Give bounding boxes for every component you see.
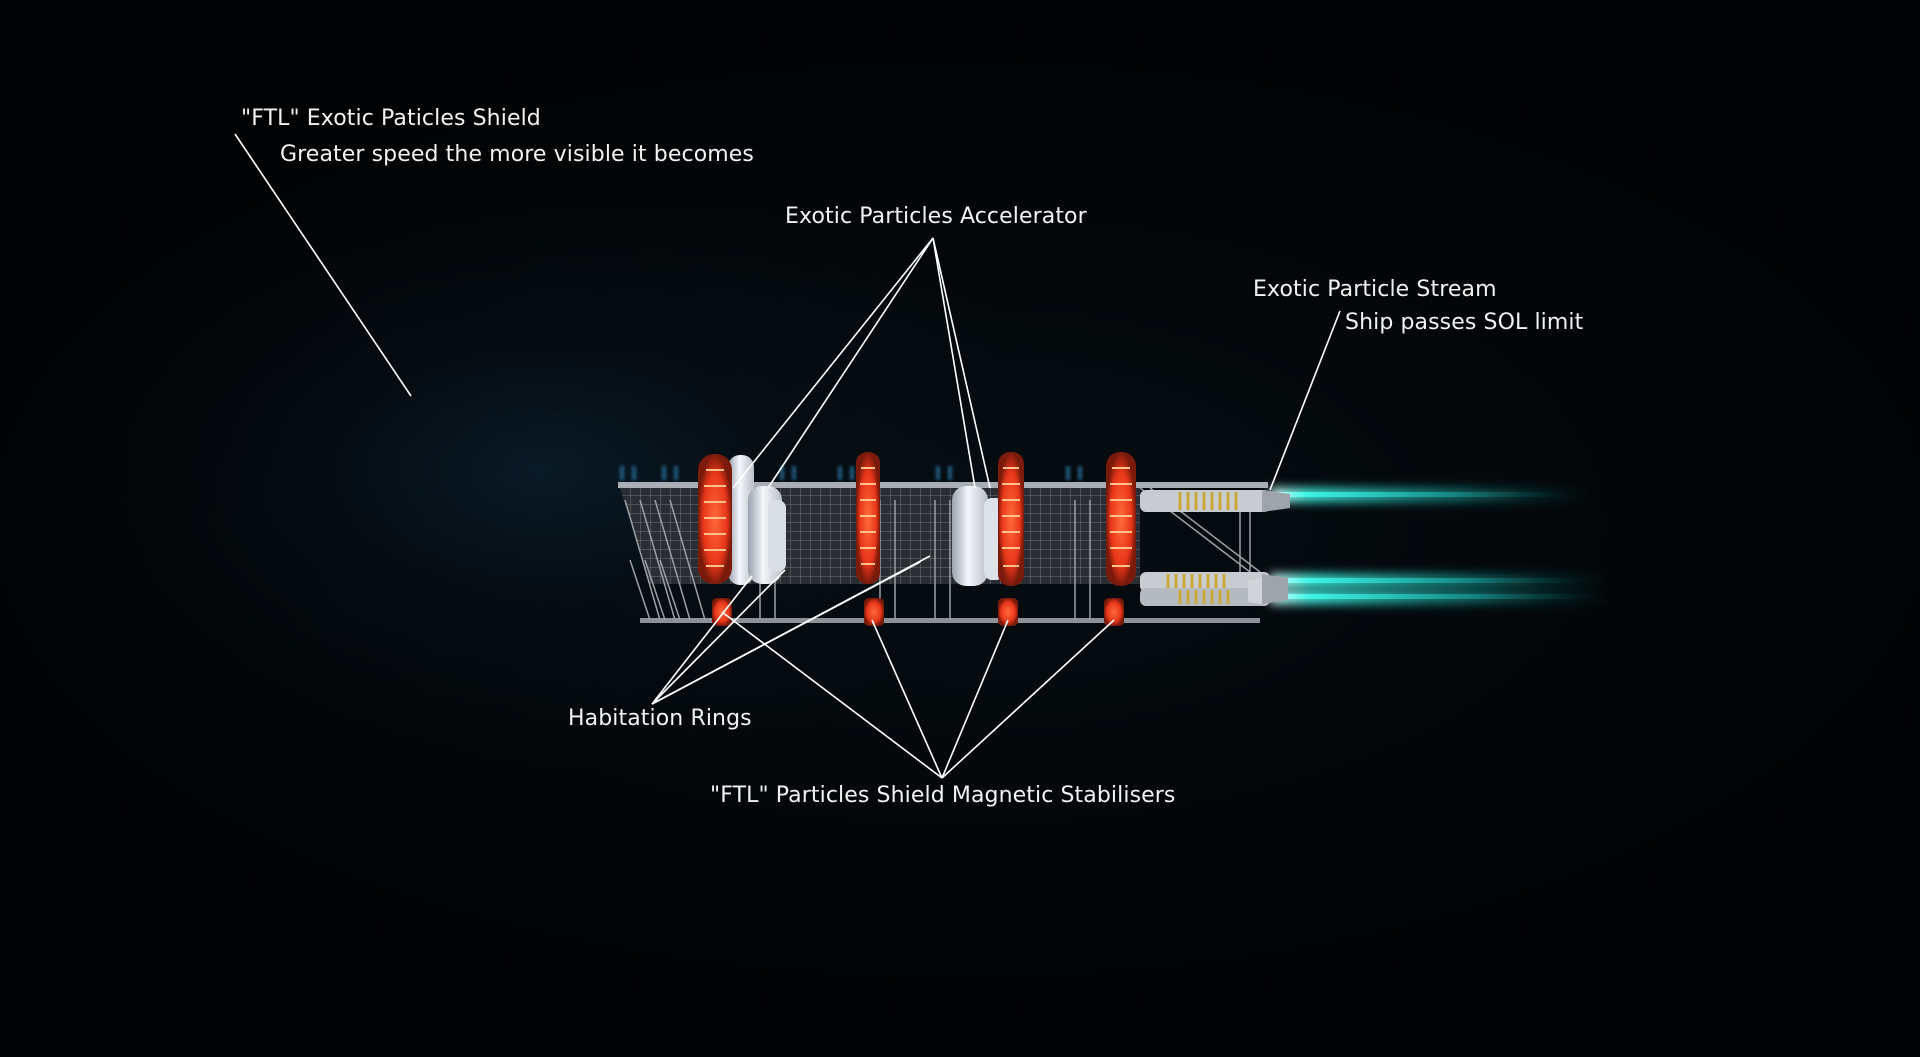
- stabiliser-4: [1104, 598, 1124, 626]
- stream-title-label: Exotic Particle Stream: [1253, 277, 1497, 302]
- accelerator-rings: [698, 452, 1136, 586]
- magnetic-stabilisers: [712, 598, 1124, 626]
- leader-accelerator-3: [932, 237, 976, 489]
- shield-note-label: Greater speed the more visible it become…: [280, 142, 754, 167]
- leader-accelerator-2: [767, 237, 934, 489]
- stream-note-label: Ship passes SOL limit: [1345, 310, 1584, 335]
- leader-habitation-1: [651, 575, 753, 705]
- accelerator-label: Exotic Particles Accelerator: [785, 204, 1087, 229]
- habitation-label: Habitation Rings: [568, 706, 752, 731]
- leader-habitation-2: [651, 569, 786, 705]
- leader-stabiliser-1: [721, 611, 943, 779]
- leader-shield: [234, 133, 412, 397]
- leader-habitation-4: [651, 555, 931, 705]
- accelerator-ring-1: [698, 454, 732, 584]
- stabiliser-2: [864, 598, 884, 626]
- stabilisers-label: "FTL" Particles Shield Magnetic Stabilis…: [710, 783, 1176, 808]
- leader-stream: [1269, 310, 1341, 491]
- accelerator-ring-3: [998, 452, 1024, 586]
- leader-stabiliser-3: [941, 619, 1009, 779]
- habitation-ring-1: [728, 455, 754, 585]
- accelerator-ring-4: [1106, 452, 1136, 586]
- leader-lines: [234, 133, 1341, 779]
- habitation-ring-2: [952, 486, 988, 586]
- leader-accelerator-1: [732, 237, 934, 489]
- stabiliser-3: [998, 598, 1018, 626]
- leader-accelerator-4: [932, 237, 991, 489]
- leader-stabiliser-2: [871, 619, 943, 779]
- accelerator-ring-2: [856, 452, 880, 584]
- leader-stabiliser-4: [941, 619, 1115, 779]
- shield-title-label: "FTL" Exotic Paticles Shield: [241, 106, 541, 131]
- exhaust-streams: [1270, 488, 1610, 604]
